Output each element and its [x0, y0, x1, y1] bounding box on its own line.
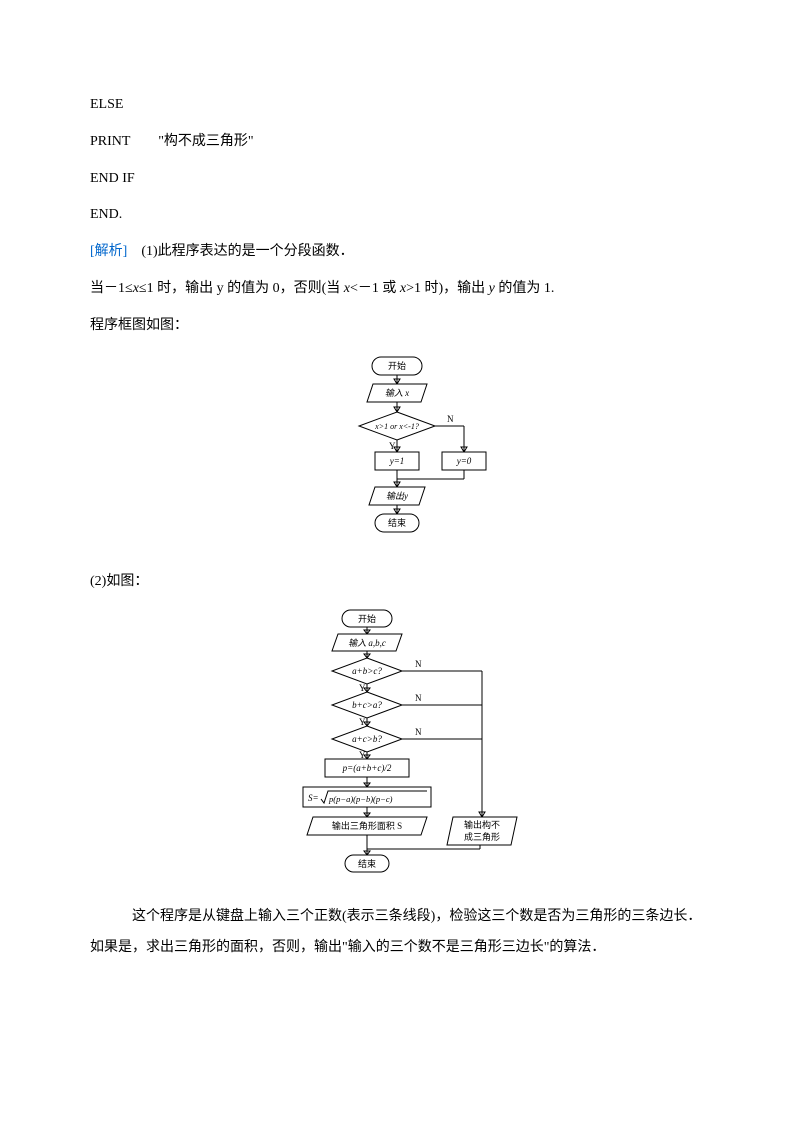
fc2-out1-label: 输出三角形面积 S	[331, 820, 401, 831]
svg-text:Y: Y	[359, 683, 366, 693]
fc1-end-label: 结束	[387, 517, 405, 528]
svg-text:N: N	[415, 727, 422, 737]
fc1-y0-label: y=0	[455, 456, 471, 466]
fc2-start-label: 开始	[357, 613, 375, 624]
analysis-label: [解析]	[90, 244, 127, 259]
analysis-text-1: (1)此程序表达的是一个分段函数．	[127, 244, 353, 259]
code-line-2: PRINT "构不成三角形"	[90, 127, 703, 158]
fc2-in-label: 输入 a,b,c	[348, 638, 386, 648]
code-line-3: END IF	[90, 164, 703, 195]
fc1-n-label: N	[447, 414, 454, 424]
analysis-line-1: [解析] (1)此程序表达的是一个分段函数．	[90, 237, 703, 268]
fc1-y-label: Y	[389, 441, 396, 451]
page: ELSE PRINT "构不成三角形" END IF END. [解析] (1)…	[0, 0, 793, 1122]
analysis-line-4: (2)如图：	[90, 567, 703, 598]
svg-text:p(p−a)(p−b)(p−c): p(p−a)(p−b)(p−c)	[328, 794, 393, 804]
fc2-out2-label1: 输出构不	[463, 819, 499, 830]
analysis-line-5: 这个程序是从键盘上输入三个正数(表示三条线段)，检验这三个数是否为三角形的三条边…	[90, 902, 703, 964]
fc2-out2-label2: 成三角形	[463, 831, 499, 842]
fc1-cond-label: x>1 or x<-1?	[374, 422, 419, 431]
code-line-4: END.	[90, 200, 703, 231]
fc1-input-label: 输入 x	[384, 388, 408, 398]
fc1-start-label: 开始	[387, 360, 405, 371]
svg-text:S=: S=	[308, 793, 319, 803]
fc2-end-label: 结束	[357, 858, 375, 869]
fc2-c3-label: a+c>b?	[352, 734, 382, 744]
fc2-p-label: p=(a+b+c)/2	[341, 763, 391, 773]
flowchart-1: 开始 输入 x x>1 or x<-1? N Y y=1 y=0	[90, 352, 703, 557]
code-line-1: ELSE	[90, 90, 703, 121]
flowchart-2: 开始 输入 a,b,c a+b>c? N Y b+c>a? N Y a+c>b?…	[90, 607, 703, 892]
svg-text:Y: Y	[359, 717, 366, 727]
fc1-y1-label: y=1	[388, 456, 404, 466]
svg-text:N: N	[415, 659, 422, 669]
analysis-line-2: 当－1≤x≤1 时，输出 y 的值为 0，否则(当 x<－1 或 x>1 时)，…	[90, 274, 703, 305]
fc2-c1-label: a+b>c?	[352, 666, 382, 676]
fc2-c2-label: b+c>a?	[352, 700, 382, 710]
fc1-out-label: 输出y	[386, 491, 408, 501]
analysis-line-3: 程序框图如图：	[90, 311, 703, 342]
svg-text:N: N	[415, 693, 422, 703]
